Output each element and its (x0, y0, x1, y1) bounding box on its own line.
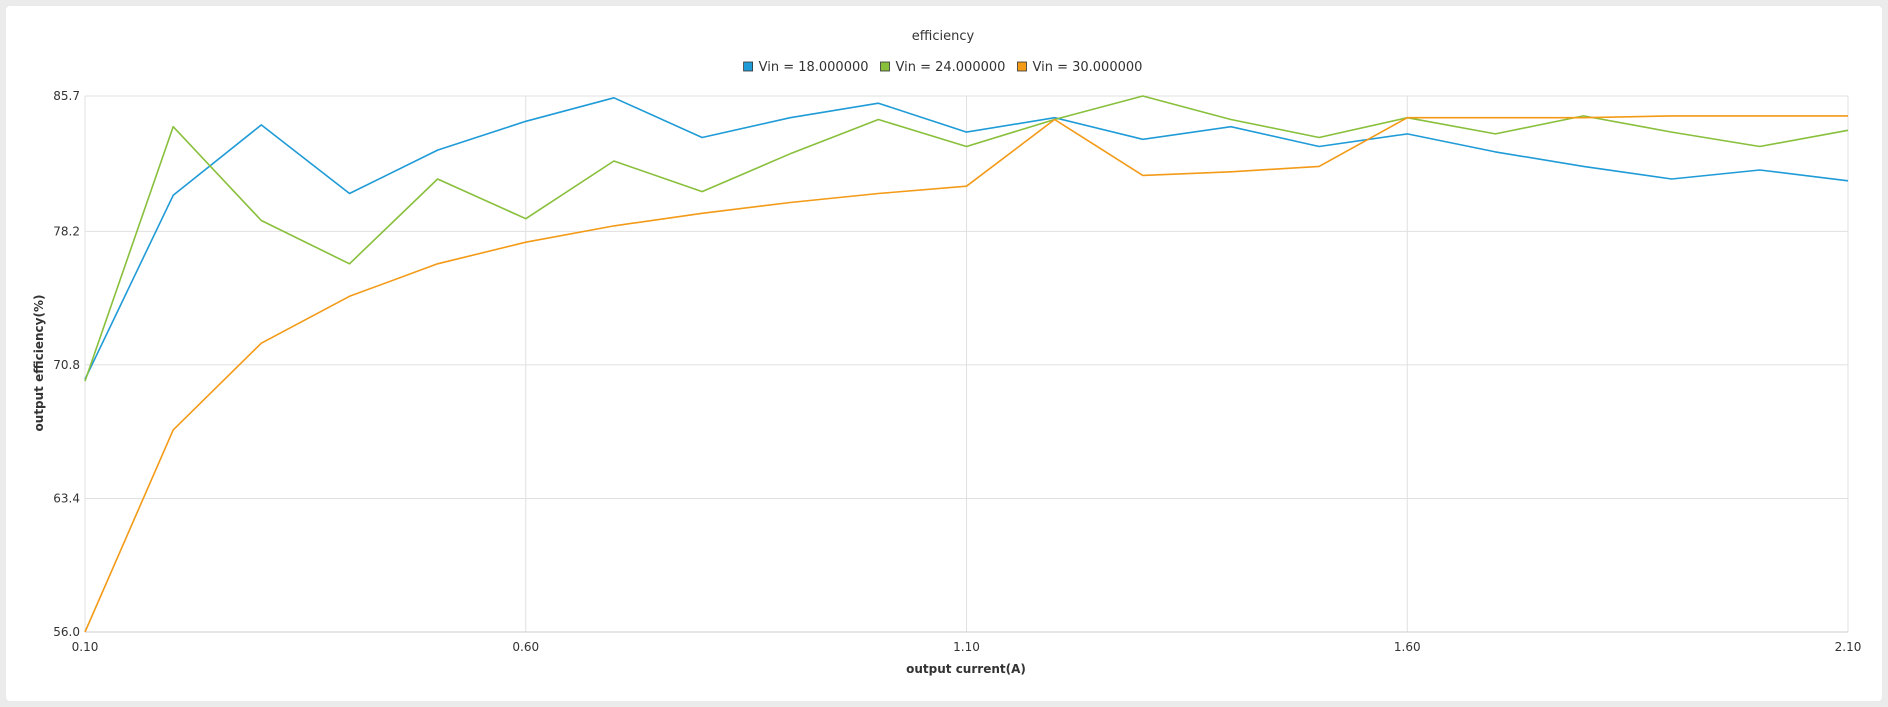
chart-title: efficiency (912, 29, 975, 44)
y-tick-label: 85.7 (53, 89, 80, 103)
series-lines (84, 95, 1849, 633)
x-tick-label: 0.10 (72, 640, 99, 654)
legend-swatch (743, 61, 753, 72)
series-line-3 (84, 115, 1848, 633)
series-line-1 (84, 97, 1849, 380)
x-tick-label: 1.60 (1394, 640, 1421, 654)
y-tick-label: 63.4 (53, 491, 80, 505)
series-line-2 (84, 95, 1849, 382)
chart-panel (6, 6, 1882, 701)
legend-label: Vin = 30.000000 (1033, 60, 1143, 75)
legend-label: Vin = 24.000000 (896, 60, 1006, 75)
y-axis-title: output efficiency(%) (32, 295, 46, 432)
x-tick-label: 0.60 (512, 640, 539, 654)
x-axis-title: output current(A) (906, 662, 1026, 676)
legend-item-2[interactable]: Vin = 24.000000 (880, 60, 1006, 75)
legend-label: Vin = 18.000000 (759, 60, 869, 75)
legend-item-3[interactable]: Vin = 30.000000 (1017, 60, 1143, 75)
y-tick-label: 70.8 (53, 358, 80, 372)
legend-item-1[interactable]: Vin = 18.000000 (743, 60, 869, 75)
y-tick-label: 78.2 (53, 224, 80, 238)
y-tick-label: 56.0 (53, 625, 80, 639)
legend-swatch (1017, 61, 1027, 72)
y-tick-labels: 56.0 63.4 70.8 78.2 85.7 (53, 89, 80, 639)
x-tick-labels: 0.10 0.60 1.10 1.60 2.10 (72, 640, 1862, 654)
legend-swatch (880, 61, 890, 72)
grid (84, 95, 1849, 633)
x-tick-label: 2.10 (1835, 640, 1862, 654)
legend: Vin = 18.000000 Vin = 24.000000 Vin = 30.0… (743, 60, 1143, 75)
x-tick-label: 1.10 (953, 640, 980, 654)
